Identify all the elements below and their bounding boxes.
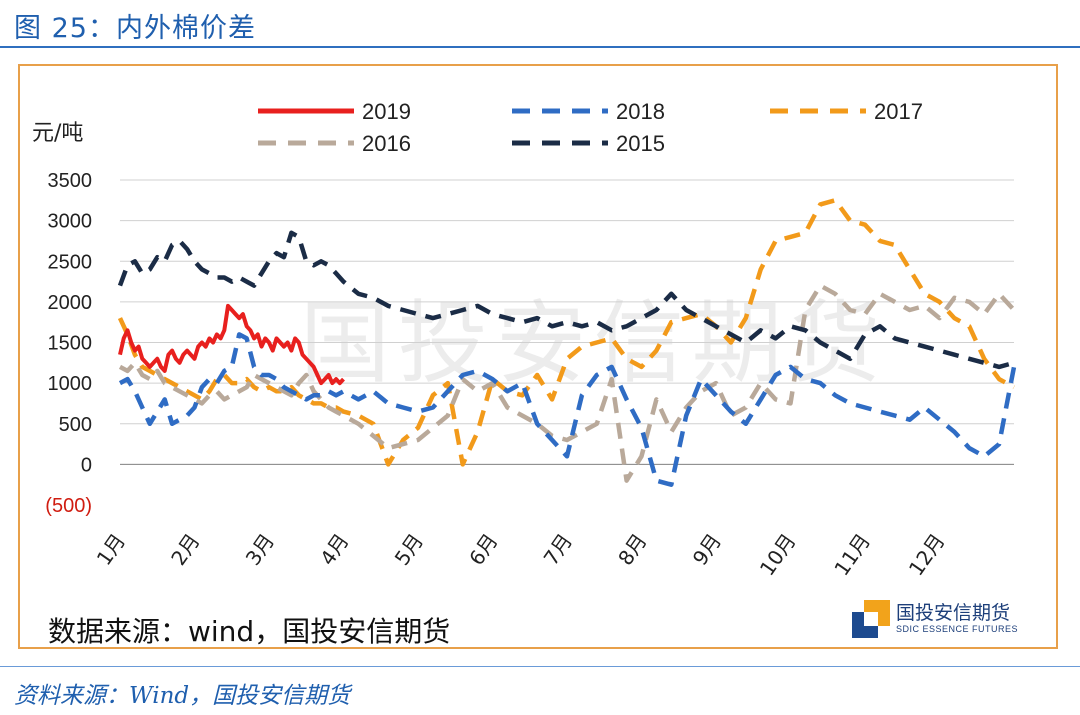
title-rule [0, 46, 1080, 48]
y-tick-label: 500 [59, 414, 92, 436]
series-line-2016 [118, 283, 1016, 483]
logo-english-name: SDIC ESSENCE FUTURES [896, 624, 1019, 634]
series-line-2019 [118, 303, 345, 386]
series-line-2015 [117, 230, 1015, 370]
x-tick-label: 6月 [464, 529, 502, 570]
series-line-2018 [118, 332, 1017, 487]
legend-label-2019: 2019 [362, 99, 411, 124]
y-tick-label: 3000 [48, 211, 93, 233]
sdic-logo: 国投安信期货 SDIC ESSENCE FUTURES [852, 598, 1052, 642]
y-axis-label: 元/吨 [32, 121, 83, 146]
logo-chinese-name: 国投安信期货 [896, 602, 1011, 624]
legend-label-2018: 2018 [616, 99, 665, 124]
x-tick-label: 11月 [829, 529, 875, 580]
y-tick-label: 1500 [48, 333, 93, 355]
y-tick-label: 3500 [48, 170, 93, 192]
legend-label-2016: 2016 [362, 131, 411, 156]
grid-lines [120, 179, 1014, 465]
x-axis: 1月 2月 3月 4月 5月 6月 7月 8月 9月 10月 11月 12月 [92, 529, 950, 580]
x-tick-label: 10月 [755, 529, 801, 580]
x-tick-label: 2月 [166, 529, 204, 570]
sdic-logo-mark-icon [852, 600, 890, 638]
series-lines [117, 198, 1017, 487]
figure-title: 图 25：内外棉价差 [14, 13, 256, 44]
y-tick-label: 1000 [48, 373, 93, 395]
footer-rule [0, 666, 1080, 667]
x-tick-label: 8月 [613, 529, 651, 570]
x-tick-label: 7月 [539, 529, 577, 570]
x-tick-label: 4月 [315, 529, 353, 570]
y-tick-label: 0 [81, 454, 92, 476]
series-line-2017 [117, 198, 1016, 467]
footer-source: 资料来源：Wind，国投安信期货 [14, 683, 351, 709]
x-tick-label: 1月 [92, 529, 130, 570]
y-tick-label: (500) [45, 495, 92, 517]
legend-label-2015: 2015 [616, 131, 665, 156]
legend: 2019 2018 2017 2016 2015 [258, 99, 923, 156]
x-tick-label: 12月 [904, 529, 950, 580]
x-tick-label: 3月 [241, 529, 279, 570]
legend-label-2017: 2017 [874, 99, 923, 124]
source-note: 数据来源：wind，国投安信期货 [48, 615, 451, 648]
x-tick-label: 5月 [390, 529, 428, 570]
y-axis: 3500 3000 2500 2000 1500 1000 500 0 (500) [45, 170, 92, 517]
y-tick-label: 2000 [48, 292, 93, 314]
chart-frame [18, 64, 1058, 649]
x-tick-label: 9月 [688, 529, 726, 570]
y-tick-label: 2500 [48, 251, 93, 273]
